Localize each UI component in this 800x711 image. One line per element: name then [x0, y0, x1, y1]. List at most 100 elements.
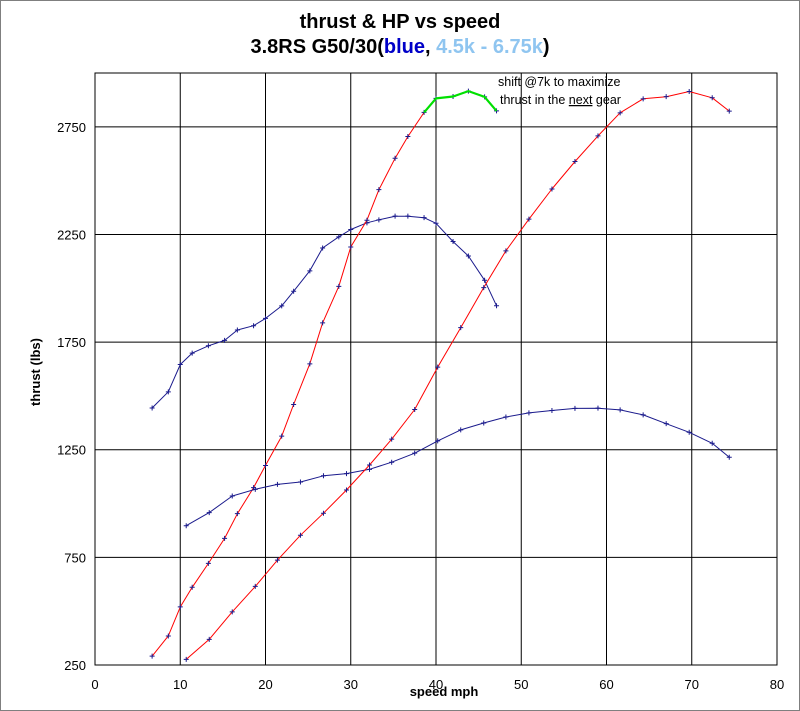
data-point-marker — [481, 285, 487, 291]
subtitle-suffix: ) — [542, 36, 550, 58]
data-point-marker — [389, 459, 395, 465]
data-point-marker — [206, 510, 212, 516]
x-axis-title: speed mph — [410, 684, 479, 699]
data-point-marker — [149, 653, 155, 659]
data-point-marker — [663, 421, 669, 427]
grid-lines — [95, 73, 778, 665]
x-tick-label: 40 — [429, 677, 443, 692]
annotation-line-2: thrust in the next gear — [500, 93, 621, 107]
series-blue-0 — [149, 213, 500, 411]
y-tick-label: 1250 — [57, 443, 86, 458]
data-point-marker — [526, 410, 532, 416]
x-tick-label: 80 — [770, 677, 784, 692]
data-point-marker — [348, 244, 354, 250]
x-tick-label: 50 — [514, 677, 528, 692]
data-point-marker — [307, 361, 313, 367]
data-point-marker — [206, 636, 212, 642]
data-point-marker — [392, 213, 398, 219]
data-point-marker — [336, 234, 342, 240]
data-point-marker — [617, 110, 623, 116]
data-point-marker — [663, 94, 669, 100]
data-point-marker — [165, 389, 171, 395]
y-tick-label: 1750 — [57, 335, 86, 350]
data-point-marker — [482, 277, 488, 283]
data-point-marker — [686, 429, 692, 435]
data-point-marker — [686, 89, 692, 95]
y-tick-label: 250 — [64, 658, 86, 673]
subtitle-prefix: 3.8RS G50/30( — [250, 36, 384, 58]
data-point-marker — [364, 217, 370, 223]
data-point-marker — [189, 350, 195, 356]
annotation-line-2-prefix: thrust in the — [500, 93, 569, 107]
series-line — [151, 90, 497, 657]
series-line — [185, 91, 730, 660]
data-point-marker — [465, 253, 471, 259]
series-group — [149, 88, 732, 662]
data-point-marker — [343, 487, 349, 493]
data-point-marker — [252, 583, 258, 589]
data-point-marker — [726, 108, 732, 114]
x-tick-label: 60 — [599, 677, 613, 692]
data-point-marker — [549, 408, 555, 414]
data-point-marker — [450, 239, 456, 245]
data-point-marker — [421, 109, 427, 115]
series-line — [423, 89, 498, 114]
data-point-marker — [392, 155, 398, 161]
data-point-marker — [435, 438, 441, 444]
data-point-marker — [572, 405, 578, 411]
annotation-next-word: next — [569, 93, 593, 107]
data-point-marker — [458, 325, 464, 331]
data-point-marker — [435, 364, 441, 370]
data-point-marker — [336, 283, 342, 289]
data-point-marker — [183, 523, 189, 529]
data-point-marker — [595, 405, 601, 411]
data-point-marker — [640, 412, 646, 418]
data-point-marker — [263, 315, 268, 321]
data-point-marker — [274, 481, 280, 487]
data-point-marker — [494, 108, 500, 114]
data-point-marker — [526, 216, 532, 222]
data-point-marker — [234, 511, 240, 517]
data-point-marker — [320, 510, 326, 516]
data-point-marker — [617, 407, 623, 413]
data-point-marker — [229, 609, 235, 615]
plot-area-rect — [94, 72, 778, 666]
data-point-marker — [183, 656, 189, 662]
data-point-marker — [367, 462, 373, 468]
data-point-marker — [503, 248, 509, 254]
data-point-marker — [640, 96, 646, 102]
data-point-marker — [421, 215, 427, 221]
data-point-marker — [412, 406, 418, 412]
series-line — [185, 407, 730, 527]
data-point-marker — [251, 323, 257, 329]
series-red-3 — [183, 89, 732, 662]
data-point-marker — [709, 440, 715, 446]
data-point-marker — [572, 158, 578, 164]
data-point-marker — [503, 414, 509, 420]
data-point-marker — [481, 420, 487, 426]
data-point-marker — [234, 327, 240, 333]
data-point-marker — [222, 337, 228, 343]
data-point-marker — [177, 604, 183, 610]
series-blue-2 — [183, 405, 732, 529]
y-tick-label: 750 — [64, 550, 86, 565]
series-line — [151, 215, 497, 409]
series-red-1 — [149, 88, 500, 659]
data-point-marker — [376, 187, 382, 193]
data-point-marker — [433, 220, 439, 226]
data-point-marker — [709, 95, 715, 101]
chart-subtitle: 3.8RS G50/30(blue, 4.5k - 6.75k) — [0, 35, 800, 60]
data-point-marker — [263, 462, 268, 468]
series-green-4 — [423, 89, 498, 114]
data-point-marker — [222, 535, 228, 541]
data-point-marker — [367, 466, 373, 472]
data-point-marker — [297, 532, 303, 538]
data-point-marker — [549, 186, 555, 192]
data-point-marker — [376, 217, 382, 223]
data-point-marker — [320, 245, 326, 251]
data-point-marker — [252, 486, 258, 492]
data-point-marker — [177, 361, 183, 367]
data-point-marker — [307, 268, 313, 274]
